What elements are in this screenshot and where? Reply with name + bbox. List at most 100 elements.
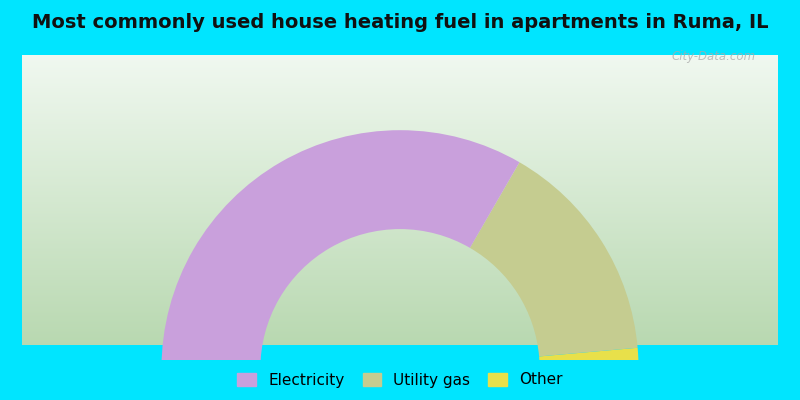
Bar xyxy=(22,109,778,110)
Bar xyxy=(22,242,778,243)
Bar xyxy=(22,88,778,90)
Bar xyxy=(22,200,778,201)
Bar xyxy=(22,283,778,284)
Bar xyxy=(22,152,778,154)
Bar xyxy=(22,241,778,242)
Bar xyxy=(22,58,778,59)
Bar xyxy=(22,231,778,232)
Bar xyxy=(22,248,778,250)
Bar xyxy=(22,165,778,166)
Bar xyxy=(22,149,778,150)
Bar xyxy=(22,271,778,272)
Bar xyxy=(22,138,778,139)
Bar xyxy=(22,156,778,157)
Bar xyxy=(22,178,778,179)
Bar xyxy=(22,198,778,199)
Bar xyxy=(22,66,778,67)
Bar xyxy=(22,240,778,241)
Bar xyxy=(22,334,778,335)
Bar xyxy=(22,127,778,128)
Bar xyxy=(22,266,778,267)
Bar xyxy=(22,73,778,74)
Bar xyxy=(22,91,778,92)
Bar xyxy=(22,244,778,245)
Bar xyxy=(22,97,778,98)
Bar xyxy=(22,82,778,83)
Bar xyxy=(22,104,778,105)
Bar xyxy=(22,340,778,341)
Bar xyxy=(22,195,778,196)
Bar xyxy=(22,175,778,176)
Bar xyxy=(22,260,778,261)
Bar xyxy=(22,145,778,146)
Bar xyxy=(22,211,778,212)
Bar xyxy=(22,161,778,162)
Bar xyxy=(22,280,778,282)
Bar xyxy=(22,129,778,130)
Bar xyxy=(22,197,778,198)
Bar xyxy=(22,275,778,276)
Bar xyxy=(22,70,778,71)
Bar xyxy=(22,292,778,293)
Bar xyxy=(22,205,778,206)
Bar xyxy=(22,164,778,165)
Bar xyxy=(22,284,778,285)
Bar xyxy=(22,162,778,163)
Bar xyxy=(22,301,778,302)
Bar xyxy=(22,167,778,168)
Bar xyxy=(22,189,778,190)
Bar xyxy=(22,255,778,256)
Bar xyxy=(22,98,778,99)
Bar xyxy=(22,327,778,328)
Bar xyxy=(22,123,778,124)
Bar xyxy=(22,328,778,329)
Bar xyxy=(22,223,778,224)
Bar xyxy=(22,214,778,216)
Bar xyxy=(22,192,778,193)
Bar xyxy=(22,251,778,252)
Bar xyxy=(22,160,778,161)
Bar xyxy=(22,309,778,310)
Bar xyxy=(22,291,778,292)
Bar xyxy=(22,74,778,75)
Bar xyxy=(22,95,778,96)
Bar xyxy=(22,317,778,318)
Bar xyxy=(22,115,778,116)
Bar xyxy=(22,124,778,125)
Bar xyxy=(22,96,778,97)
Bar xyxy=(22,65,778,66)
Bar xyxy=(22,157,778,158)
Bar xyxy=(22,186,778,187)
Bar xyxy=(22,235,778,236)
Bar xyxy=(22,207,778,208)
Bar xyxy=(22,286,778,287)
Bar xyxy=(22,273,778,274)
Bar xyxy=(22,262,778,263)
Bar xyxy=(22,190,778,191)
Bar xyxy=(22,150,778,152)
Bar xyxy=(22,329,778,330)
Bar xyxy=(22,99,778,100)
Bar xyxy=(22,288,778,289)
Bar xyxy=(22,131,778,132)
Bar xyxy=(22,306,778,307)
Bar xyxy=(22,307,778,308)
Bar xyxy=(22,315,778,316)
Wedge shape xyxy=(162,130,519,369)
Bar xyxy=(22,71,778,72)
Bar xyxy=(22,63,778,64)
Bar xyxy=(22,237,778,238)
Bar xyxy=(22,194,778,195)
Bar xyxy=(22,110,778,111)
Bar xyxy=(22,93,778,94)
Bar xyxy=(22,293,778,294)
Bar xyxy=(22,268,778,269)
Bar xyxy=(22,144,778,145)
Bar xyxy=(22,174,778,175)
Bar xyxy=(22,203,778,204)
Bar xyxy=(22,212,778,213)
Bar xyxy=(22,80,778,81)
Text: Most commonly used house heating fuel in apartments in Ruma, IL: Most commonly used house heating fuel in… xyxy=(32,12,768,32)
Bar xyxy=(22,126,778,127)
Bar xyxy=(22,274,778,275)
